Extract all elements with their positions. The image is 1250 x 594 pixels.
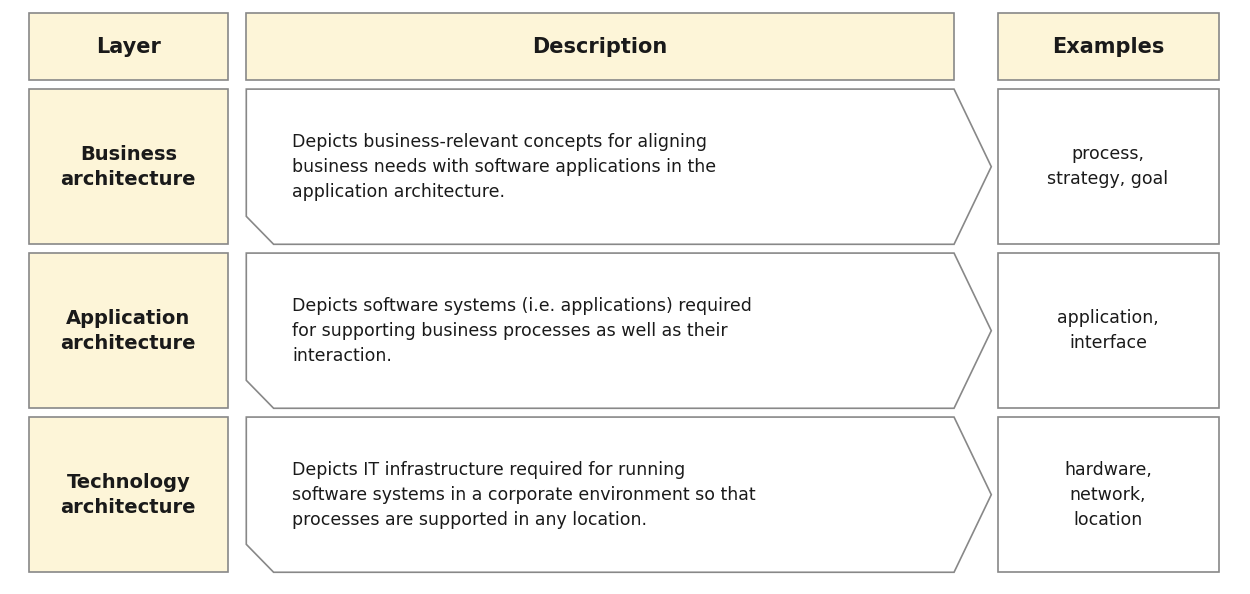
- FancyBboxPatch shape: [29, 253, 228, 408]
- FancyBboxPatch shape: [246, 13, 954, 80]
- FancyBboxPatch shape: [29, 89, 228, 244]
- Polygon shape: [246, 253, 991, 408]
- Text: Depicts business-relevant concepts for aligning
business needs with software app: Depicts business-relevant concepts for a…: [292, 132, 716, 201]
- Text: Application
architecture: Application architecture: [60, 309, 196, 353]
- Text: process,
strategy, goal: process, strategy, goal: [1048, 145, 1169, 188]
- Text: Depicts IT infrastructure required for running
software systems in a corporate e: Depicts IT infrastructure required for r…: [292, 461, 756, 529]
- Text: Depicts software systems (i.e. applications) required
for supporting business pr: Depicts software systems (i.e. applicati…: [292, 296, 752, 365]
- Text: application,
interface: application, interface: [1058, 309, 1159, 352]
- Text: Examples: Examples: [1051, 37, 1164, 56]
- Polygon shape: [246, 89, 991, 244]
- FancyBboxPatch shape: [29, 13, 228, 80]
- FancyBboxPatch shape: [998, 89, 1219, 244]
- FancyBboxPatch shape: [998, 253, 1219, 408]
- FancyBboxPatch shape: [29, 417, 228, 572]
- FancyBboxPatch shape: [998, 417, 1219, 572]
- Text: Business
architecture: Business architecture: [60, 145, 196, 189]
- Text: hardware,
network,
location: hardware, network, location: [1064, 461, 1152, 529]
- Text: Layer: Layer: [96, 37, 161, 56]
- FancyBboxPatch shape: [998, 13, 1219, 80]
- Text: Technology
architecture: Technology architecture: [60, 473, 196, 517]
- Polygon shape: [246, 417, 991, 572]
- Text: Description: Description: [532, 37, 668, 56]
